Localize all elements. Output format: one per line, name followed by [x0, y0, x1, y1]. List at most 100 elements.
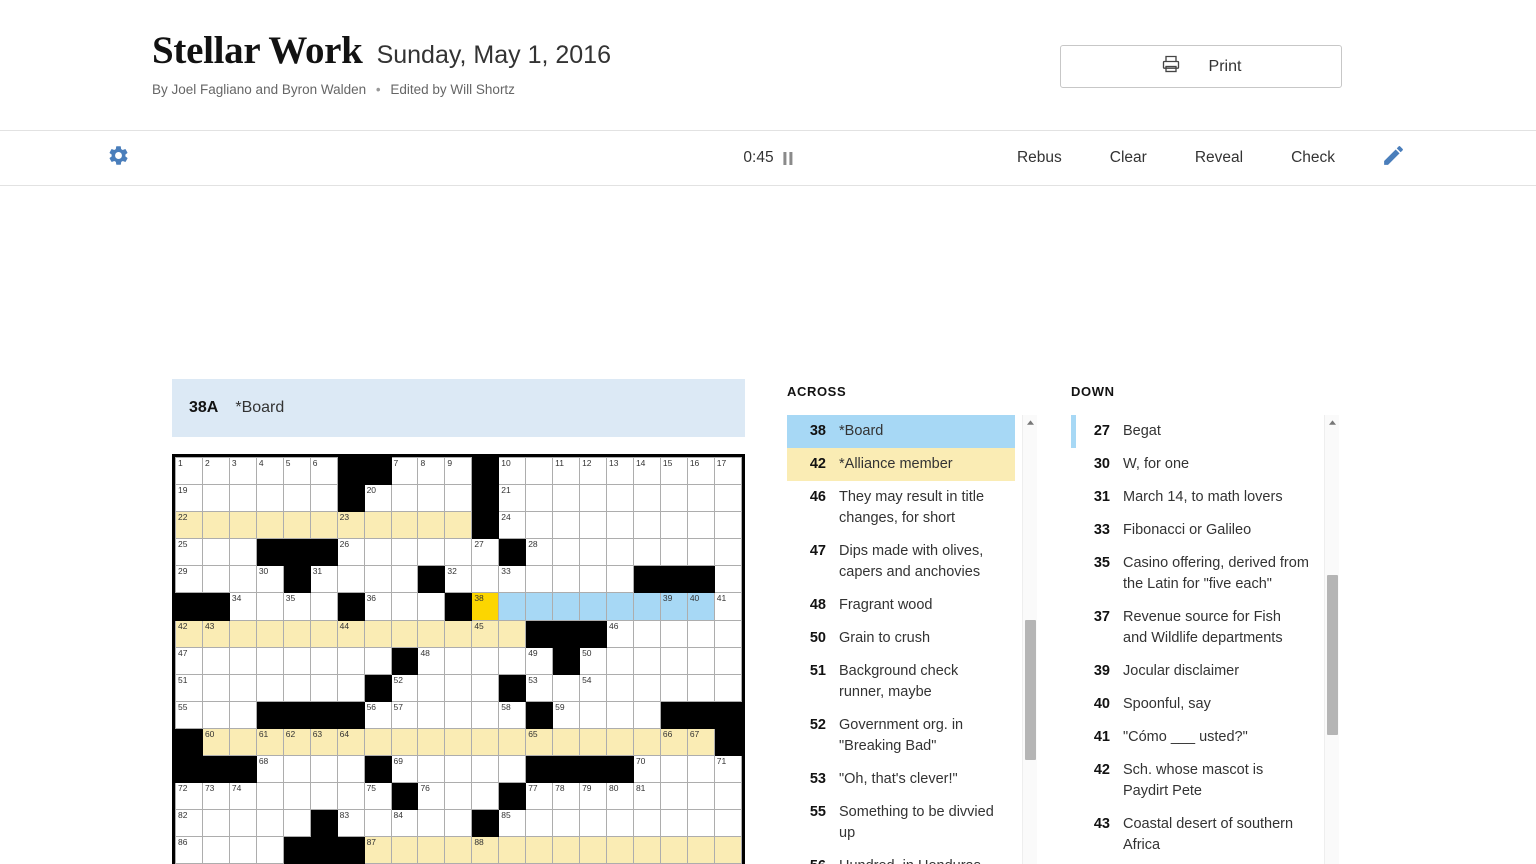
- grid-cell[interactable]: [552, 484, 581, 513]
- grid-cell[interactable]: [444, 836, 473, 864]
- across-scrollbar-thumb[interactable]: [1025, 620, 1036, 760]
- grid-cell[interactable]: 41: [713, 592, 743, 621]
- grid-cell[interactable]: [363, 727, 392, 757]
- grid-cell[interactable]: [713, 511, 743, 540]
- grid-cell[interactable]: 66: [659, 727, 688, 757]
- grid-cell[interactable]: 54: [579, 673, 607, 702]
- grid-cell[interactable]: [579, 484, 607, 513]
- rebus-button[interactable]: Rebus: [993, 143, 1086, 173]
- clue-item[interactable]: 46 They may result in title changes, for …: [787, 481, 1015, 535]
- grid-cell[interactable]: [579, 836, 607, 864]
- grid-cell[interactable]: 12: [579, 456, 607, 486]
- gear-icon[interactable]: [107, 144, 130, 172]
- grid-cell[interactable]: [632, 592, 661, 621]
- grid-cell[interactable]: [228, 484, 257, 513]
- pencil-icon[interactable]: [1381, 143, 1406, 173]
- grid-cell[interactable]: [713, 782, 743, 811]
- grid-cell[interactable]: 87: [363, 836, 392, 864]
- grid-cell[interactable]: [444, 538, 473, 567]
- grid-cell[interactable]: 31: [309, 565, 338, 594]
- grid-cell[interactable]: 86: [175, 836, 203, 864]
- grid-cell[interactable]: 55: [175, 700, 203, 729]
- grid-cell[interactable]: [579, 809, 607, 838]
- grid-cell[interactable]: [417, 809, 446, 838]
- grid-cell[interactable]: 59: [552, 700, 581, 729]
- grid-cell[interactable]: [552, 511, 581, 540]
- grid-cell[interactable]: [390, 538, 419, 567]
- grid-cell[interactable]: [228, 727, 257, 757]
- grid-cell[interactable]: [686, 511, 715, 540]
- grid-cell[interactable]: [713, 673, 743, 702]
- grid-cell[interactable]: 61: [255, 727, 284, 757]
- grid-cell[interactable]: 84: [390, 809, 419, 838]
- grid-cell[interactable]: [713, 836, 743, 864]
- grid-cell[interactable]: [282, 619, 311, 648]
- grid-cell[interactable]: [659, 646, 688, 675]
- grid-cell[interactable]: 58: [498, 700, 527, 729]
- grid-cell[interactable]: 76: [417, 782, 446, 811]
- grid-cell[interactable]: [713, 809, 743, 838]
- grid-cell[interactable]: [417, 727, 446, 757]
- grid-cell[interactable]: [336, 646, 365, 675]
- grid-cell[interactable]: 32: [444, 565, 473, 594]
- grid-cell[interactable]: [363, 646, 392, 675]
- clue-item[interactable]: 27 Begat: [1071, 415, 1317, 448]
- grid-cell[interactable]: 44: [336, 619, 365, 648]
- grid-cell[interactable]: [309, 782, 338, 811]
- grid-cell[interactable]: [471, 727, 500, 757]
- grid-cell[interactable]: 34: [228, 592, 257, 621]
- grid-cell[interactable]: 70: [632, 755, 661, 784]
- clue-item[interactable]: 30 W, for one: [1071, 448, 1317, 481]
- grid-cell[interactable]: [282, 646, 311, 675]
- grid-cell[interactable]: 35: [282, 592, 311, 621]
- grid-cell[interactable]: [606, 673, 634, 702]
- grid-cell[interactable]: [201, 538, 230, 567]
- grid-cell[interactable]: [228, 673, 257, 702]
- grid-cell[interactable]: [228, 646, 257, 675]
- grid-cell[interactable]: [201, 836, 230, 864]
- grid-cell[interactable]: 83: [336, 809, 365, 838]
- grid-cell[interactable]: [309, 484, 338, 513]
- grid-cell[interactable]: [686, 809, 715, 838]
- grid-cell[interactable]: [498, 592, 527, 621]
- grid-cell[interactable]: 21: [498, 484, 527, 513]
- grid-cell[interactable]: 38: [471, 592, 500, 621]
- clue-item[interactable]: 35 Casino offering, derived from the Lati…: [1071, 547, 1317, 601]
- grid-cell[interactable]: [282, 484, 311, 513]
- clue-item[interactable]: 37 Revenue source for Fish and Wildlife d…: [1071, 601, 1317, 655]
- grid-cell[interactable]: [444, 755, 473, 784]
- grid-cell[interactable]: [255, 619, 284, 648]
- grid-cell[interactable]: [713, 565, 743, 594]
- grid-cell[interactable]: 20: [363, 484, 392, 513]
- grid-cell[interactable]: [390, 511, 419, 540]
- grid-cell[interactable]: 2: [201, 456, 230, 486]
- grid-cell[interactable]: [390, 619, 419, 648]
- grid-cell[interactable]: [579, 565, 607, 594]
- grid-cell[interactable]: [282, 782, 311, 811]
- grid-cell[interactable]: [632, 727, 661, 757]
- grid-cell[interactable]: 36: [363, 592, 392, 621]
- grid-cell[interactable]: [363, 565, 392, 594]
- grid-cell[interactable]: 19: [175, 484, 203, 513]
- grid-cell[interactable]: [228, 809, 257, 838]
- grid-cell[interactable]: [606, 809, 634, 838]
- grid-cell[interactable]: [282, 755, 311, 784]
- grid-cell[interactable]: 33: [498, 565, 527, 594]
- grid-cell[interactable]: [525, 565, 554, 594]
- grid-cell[interactable]: 15: [659, 456, 688, 486]
- grid-cell[interactable]: [390, 727, 419, 757]
- grid-cell[interactable]: [363, 809, 392, 838]
- grid-cell[interactable]: [552, 673, 581, 702]
- grid-cell[interactable]: [336, 755, 365, 784]
- grid-cell[interactable]: 80: [606, 782, 634, 811]
- grid-cell[interactable]: [201, 700, 230, 729]
- grid-cell[interactable]: [444, 484, 473, 513]
- clue-item[interactable]: 51 Background check runner, maybe: [787, 655, 1015, 709]
- clue-item[interactable]: 48 Fragrant wood: [787, 589, 1015, 622]
- grid-cell[interactable]: 6: [309, 456, 338, 486]
- grid-cell[interactable]: 43: [201, 619, 230, 648]
- grid-cell[interactable]: [444, 646, 473, 675]
- down-scrollbar-thumb[interactable]: [1327, 575, 1338, 735]
- crossword-grid[interactable]: 1 2 3 4 5 6 7 8 9 10 11 12 13 14 15 16 17 19 20 21 22 23 24 25 2…: [172, 454, 745, 864]
- grid-cell[interactable]: [632, 700, 661, 729]
